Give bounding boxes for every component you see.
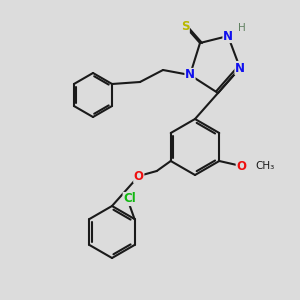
Text: N: N <box>223 29 233 43</box>
Text: H: H <box>238 23 246 33</box>
Text: O: O <box>236 160 246 172</box>
Text: CH₃: CH₃ <box>255 161 274 171</box>
Text: N: N <box>235 61 245 74</box>
Text: N: N <box>185 68 195 82</box>
Text: S: S <box>181 20 189 32</box>
Text: O: O <box>134 169 144 182</box>
Text: Cl: Cl <box>123 193 136 206</box>
